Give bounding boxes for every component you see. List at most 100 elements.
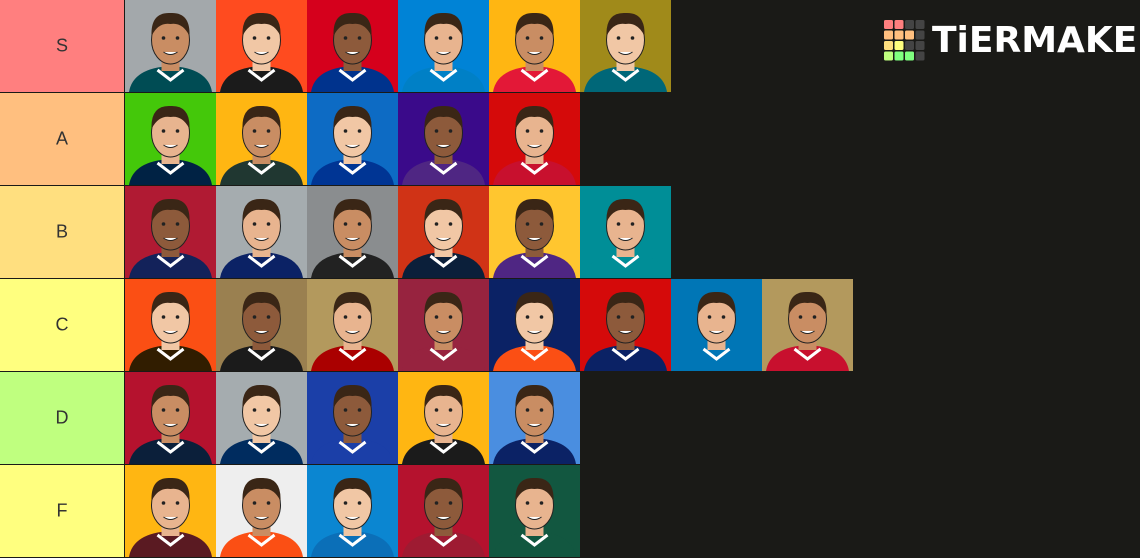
collar xyxy=(793,347,822,361)
eye xyxy=(357,315,362,319)
collar xyxy=(247,161,276,175)
hair xyxy=(515,477,554,501)
collar xyxy=(520,347,549,361)
player-portrait xyxy=(216,186,307,278)
logo-square xyxy=(884,30,893,40)
eye xyxy=(525,408,530,412)
eye xyxy=(357,408,362,412)
player-portrait xyxy=(398,0,489,92)
collar xyxy=(702,347,731,361)
mouth xyxy=(618,51,633,55)
logo-square xyxy=(894,20,904,29)
tier-row: D xyxy=(0,372,580,464)
hair xyxy=(242,384,281,408)
player-portrait xyxy=(216,93,307,185)
player-portrait xyxy=(489,279,580,371)
hair xyxy=(515,105,554,129)
player-portrait xyxy=(398,279,489,371)
mouth xyxy=(163,516,178,520)
eye xyxy=(539,408,544,412)
hair xyxy=(424,477,463,501)
mouth xyxy=(254,330,269,334)
tier-row: A xyxy=(0,93,580,185)
hair xyxy=(606,291,645,315)
tier-row: S xyxy=(0,0,671,92)
eye xyxy=(812,315,817,319)
player-portrait xyxy=(307,93,398,185)
collar xyxy=(156,347,185,361)
eye xyxy=(266,315,271,319)
eye xyxy=(616,36,621,40)
logo-square xyxy=(915,41,925,50)
player-portrait xyxy=(216,0,307,92)
mouth xyxy=(345,51,360,55)
mouth xyxy=(254,516,269,520)
eye xyxy=(448,222,453,226)
collar xyxy=(429,347,458,361)
hair xyxy=(515,384,554,408)
tier-row: B xyxy=(0,186,671,278)
eye xyxy=(161,222,166,226)
player-portrait xyxy=(125,279,216,371)
player-portrait xyxy=(307,279,398,371)
eye xyxy=(448,501,453,505)
eye xyxy=(175,129,180,133)
collar xyxy=(429,254,458,268)
collar xyxy=(611,347,640,361)
logo-square xyxy=(894,30,904,40)
eye xyxy=(525,222,530,226)
tier-label: S xyxy=(56,35,68,55)
logo-square xyxy=(884,51,893,61)
eye xyxy=(539,129,544,133)
eye xyxy=(161,129,166,133)
player-portrait xyxy=(216,465,307,557)
eye xyxy=(525,315,530,319)
player-portrait xyxy=(125,0,216,92)
tier-label-box xyxy=(0,186,124,278)
mouth xyxy=(163,51,178,55)
player-portrait xyxy=(489,465,580,557)
eye xyxy=(161,36,166,40)
eye xyxy=(721,315,726,319)
logo-square xyxy=(915,30,925,40)
player-portrait xyxy=(489,372,580,464)
mouth xyxy=(254,237,269,241)
mouth xyxy=(163,330,178,334)
mouth xyxy=(345,330,360,334)
mouth xyxy=(345,237,360,241)
eye xyxy=(525,129,530,133)
collar xyxy=(156,533,185,547)
eye xyxy=(539,222,544,226)
hair xyxy=(242,477,281,501)
collar xyxy=(429,68,458,82)
eye xyxy=(630,222,635,226)
eye xyxy=(343,408,348,412)
eye xyxy=(175,315,180,319)
mouth xyxy=(527,516,542,520)
tier-label: D xyxy=(56,407,69,427)
hair xyxy=(424,198,463,222)
player-portrait xyxy=(216,279,307,371)
tier-label-box xyxy=(0,279,124,371)
hair xyxy=(424,12,463,37)
player-portrait xyxy=(307,0,398,92)
eye xyxy=(448,408,453,412)
eye xyxy=(539,315,544,319)
eye xyxy=(434,129,439,133)
mouth xyxy=(618,330,633,334)
player-portrait xyxy=(307,372,398,464)
collar xyxy=(611,68,640,82)
collar xyxy=(520,161,549,175)
hair xyxy=(515,12,554,37)
mouth xyxy=(163,423,178,427)
hair xyxy=(606,12,645,37)
hair xyxy=(333,105,372,129)
logo-square xyxy=(905,51,914,61)
collar xyxy=(156,254,185,268)
eye xyxy=(616,222,621,226)
player-portrait xyxy=(125,372,216,464)
player-portrait xyxy=(762,279,853,371)
player-portrait xyxy=(398,186,489,278)
mouth xyxy=(436,51,451,55)
eye xyxy=(343,129,348,133)
